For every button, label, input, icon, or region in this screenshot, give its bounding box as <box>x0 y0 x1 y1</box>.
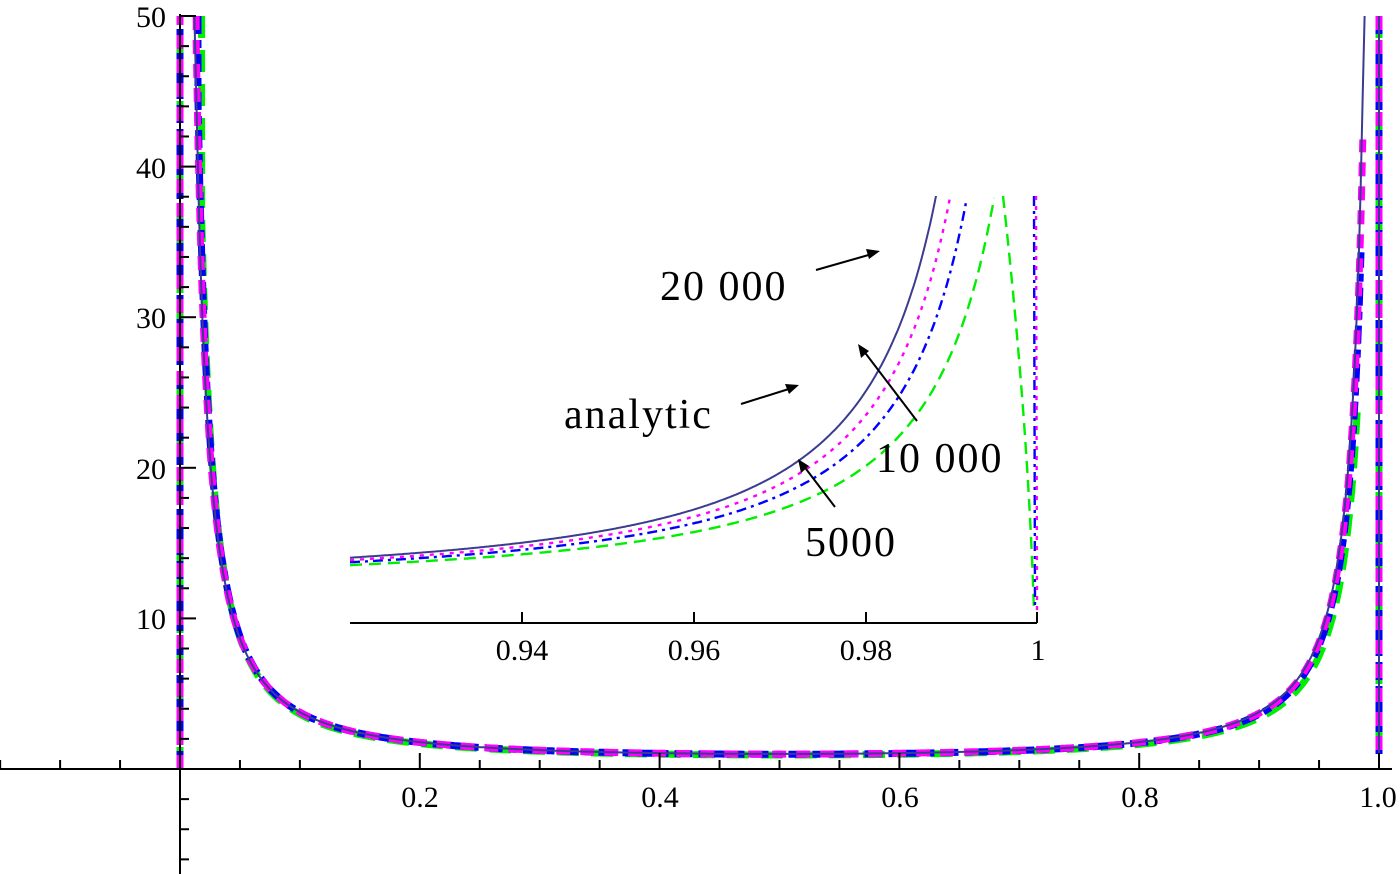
inset-plot: 0.94 0.96 0.98 1 20 000 analytic 10 000 … <box>350 190 1046 667</box>
inset-plot-area <box>350 196 1039 613</box>
y-tick-label: 50 <box>136 1 166 34</box>
x-tick-label: 0.6 <box>881 781 919 814</box>
y-tick-label: 30 <box>136 302 166 335</box>
inset-background <box>350 190 1045 623</box>
arrow-analytic <box>740 387 793 405</box>
inset-x-tick-label: 0.94 <box>496 634 549 667</box>
arrowhead-icon <box>798 459 809 473</box>
arrowhead-icon <box>866 249 880 259</box>
inset-x-tick-label: 1 <box>1031 634 1046 667</box>
annotation-5000: 5000 <box>805 520 897 566</box>
annotation-analytic: analytic <box>564 392 713 438</box>
arrow-20000 <box>815 253 873 271</box>
y-tick-label: 10 <box>136 603 166 636</box>
inset-series-20000 <box>350 196 1039 611</box>
arrowhead-icon <box>785 384 799 394</box>
x-tick-label: 0.2 <box>401 781 439 814</box>
inset-series-10000 <box>350 196 1037 611</box>
main-y-tick-labels: 10 20 30 40 50 <box>136 1 166 636</box>
main-axes <box>0 14 1392 874</box>
y-tick-label: 20 <box>136 453 166 486</box>
x-tick-label: 0.8 <box>1121 781 1159 814</box>
inset-series-analytic <box>350 196 937 559</box>
y-tick-label: 40 <box>136 152 166 185</box>
inset-x-tick-label: 0.98 <box>840 634 893 667</box>
annotation-10000: 10 000 <box>876 436 1004 482</box>
annotation-20000: 20 000 <box>660 264 788 310</box>
arrow-10000 <box>862 349 918 422</box>
main-x-tick-labels: 0.2 0.4 0.6 0.8 1.0 <box>401 781 1397 814</box>
annotation-arrows <box>740 253 918 508</box>
x-tick-label: 1.0 <box>1359 781 1397 814</box>
arrowheads <box>785 249 880 473</box>
x-tick-label: 0.4 <box>641 781 679 814</box>
arrow-5000 <box>802 464 836 508</box>
inset-x-tick-label: 0.96 <box>668 634 721 667</box>
inset-series-5000 <box>350 196 1036 613</box>
arrowhead-icon <box>858 344 869 358</box>
